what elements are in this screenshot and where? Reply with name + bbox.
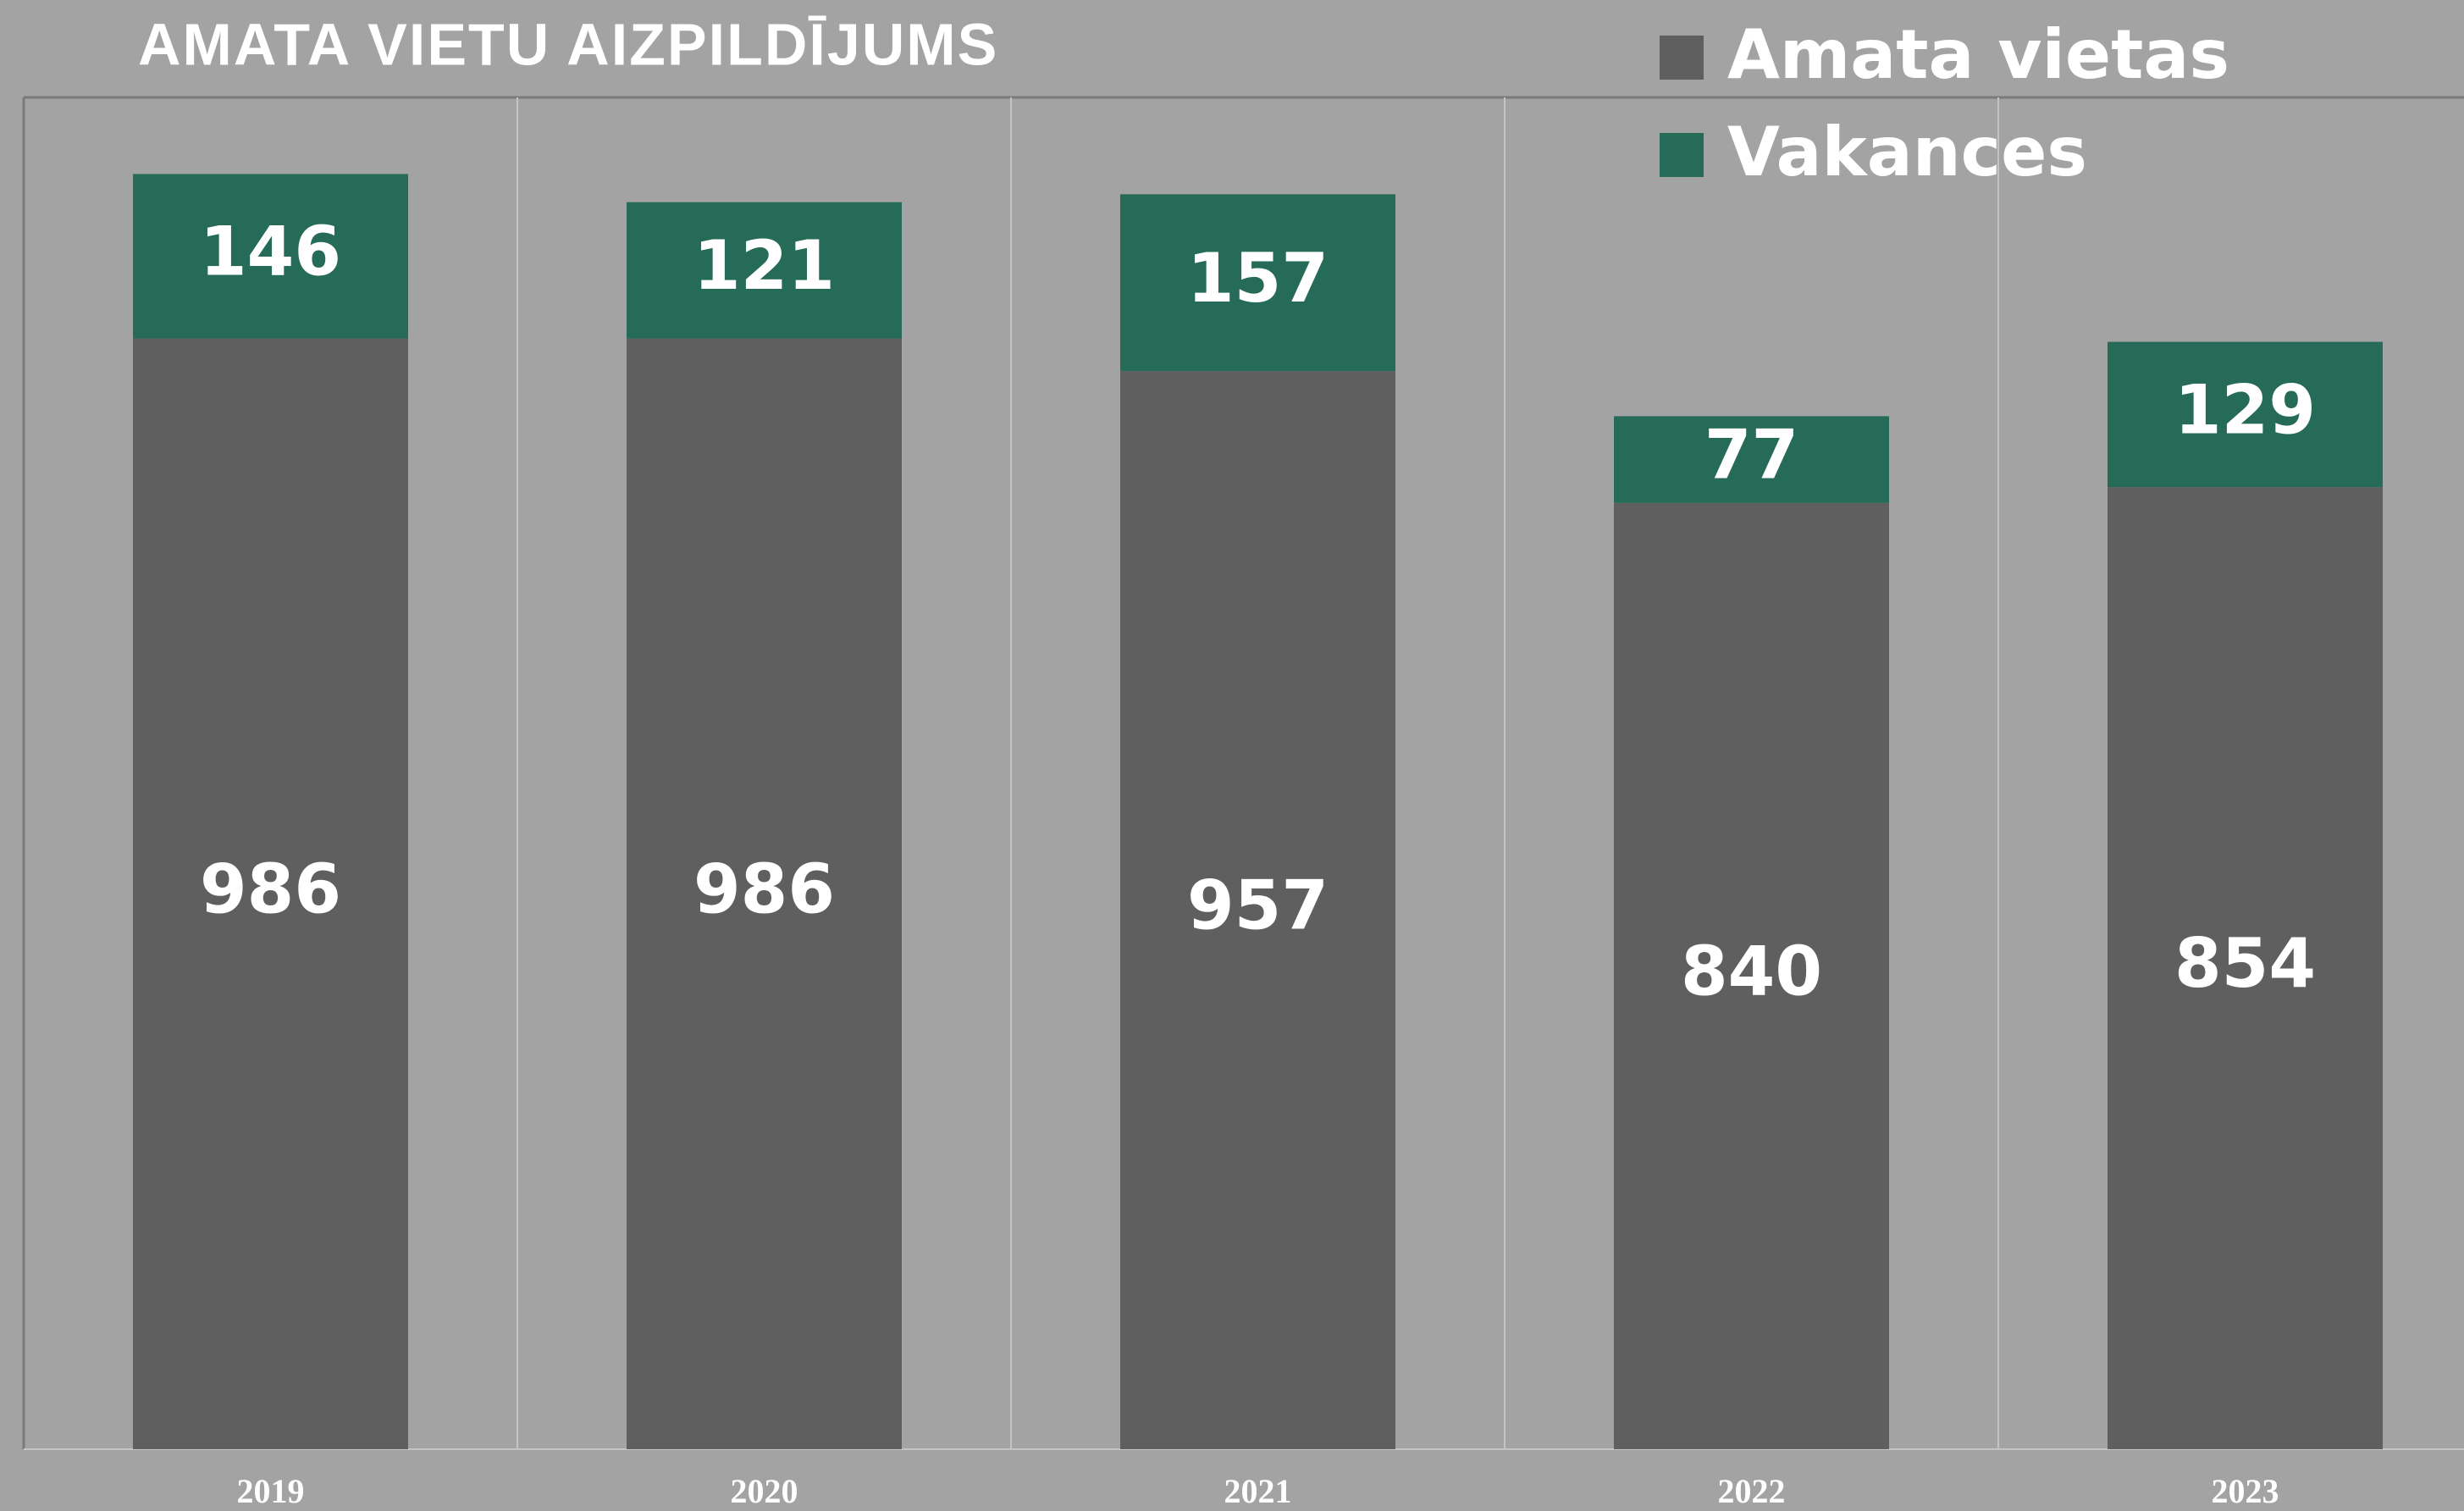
data-label: 157 <box>1187 239 1329 318</box>
bar-segment <box>2108 341 2383 488</box>
data-label: 121 <box>693 226 835 305</box>
bar-segment <box>627 202 902 339</box>
data-label: 986 <box>693 850 835 928</box>
x-tick-label: 2020 <box>731 1472 798 1510</box>
data-label: 129 <box>2174 370 2316 449</box>
legend-label: Amata vietas <box>1727 15 2229 94</box>
bar-segment <box>1614 502 1889 1449</box>
legend-swatch <box>1660 36 1704 80</box>
bar-segment <box>1614 416 1889 503</box>
legend-label: Vakances <box>1727 113 2087 191</box>
x-tick-label: 2022 <box>1718 1472 1786 1510</box>
legend-swatch <box>1660 133 1704 177</box>
bar-segment <box>627 338 902 1449</box>
data-label: 77 <box>1704 416 1798 495</box>
data-label: 957 <box>1187 866 1329 945</box>
data-label: 146 <box>200 212 341 291</box>
bar-segment <box>133 174 408 339</box>
bar-segment <box>2108 487 2383 1450</box>
bar-segment <box>1120 371 1395 1450</box>
data-label: 840 <box>1681 932 1822 1010</box>
bar-segment <box>133 338 408 1449</box>
data-label: 854 <box>2174 924 2316 1003</box>
x-tick-label: 2021 <box>1224 1472 1292 1510</box>
x-tick-label: 2023 <box>2212 1472 2279 1510</box>
chart-title: AMATA VIETU AIZPILDĪJUMS <box>138 11 998 77</box>
bar-segment <box>1120 194 1395 372</box>
data-label: 986 <box>200 850 341 928</box>
x-tick-label: 2019 <box>237 1472 305 1510</box>
